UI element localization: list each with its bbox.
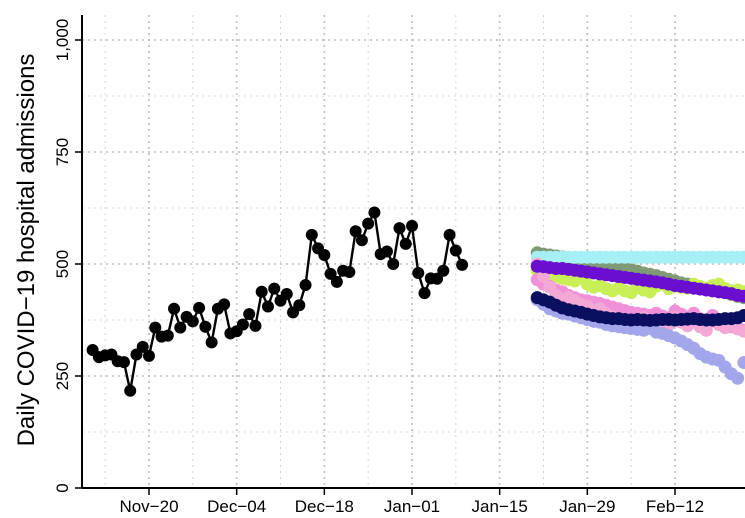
observed-point [255,285,268,298]
observed-point [387,258,400,270]
forecast-series-2 [530,250,745,264]
observed-point [406,219,418,232]
forecast-point [737,289,745,303]
observed-point [117,356,130,369]
forecast-point [737,309,745,323]
observed-point [161,329,174,342]
x-tick-label: Jan−01 [384,497,440,516]
observed-point [149,321,162,334]
observed-point [362,217,375,230]
observed-point [368,206,381,219]
y-axis-title: Daily COVID−19 hospital admissions [13,54,40,447]
observed-point [268,282,281,295]
y-tick-label: 500 [53,250,72,278]
observed-point [318,249,331,262]
observed-point [218,298,231,311]
observed-point [412,266,425,279]
observed-point [236,318,249,331]
observed-point [193,301,206,314]
x-tick-label: Jan−29 [559,497,615,516]
observed-point [143,349,155,362]
observed-point [355,234,368,247]
observed-point [393,222,406,235]
observed-point [380,245,393,258]
forecast-series-7 [530,259,745,303]
y-tick-label: 750 [53,138,72,166]
observed-point [186,315,199,328]
forecast-series-8 [530,291,745,327]
x-tick-label: Jan−15 [472,497,528,516]
observed-point [418,287,431,300]
observed-point [456,258,469,271]
axes [81,15,745,489]
observed-point [343,266,356,279]
observed-point [136,340,149,353]
observed-point [243,308,256,321]
observed-point [399,237,412,250]
x-axis-ticks: Nov−20 Dec−04 Dec−18 Jan−01 Jan−15 Jan−29 Feb−… [119,488,704,516]
observed-point [443,228,456,241]
observed-point [199,320,212,333]
observed-point [280,288,293,301]
observed-point [124,384,137,397]
y-tick-label: 250 [53,362,72,390]
forecast-point [731,371,745,385]
observed-point [437,264,450,277]
observed-point [431,272,444,285]
observed-point [174,321,187,334]
observed-point [305,228,318,241]
forecast-point [737,250,745,264]
observed-point [249,319,262,332]
observed-point [349,225,362,238]
y-tick-label: 1,000 [53,19,72,62]
observed-point [168,302,181,315]
observed-point [330,275,343,288]
forecast-point [737,356,745,370]
x-tick-label: Dec−18 [295,497,354,516]
y-axis-ticks: 0 250 500 750 1,000 [53,19,82,493]
observed-point [205,336,218,349]
observed-point [293,299,306,312]
observed-series-layer [86,206,469,397]
forecast-point [737,324,745,338]
observed-point [261,300,274,313]
forecast-series-layer [530,246,745,385]
observed-point [324,267,337,280]
x-tick-label: Feb−12 [646,497,704,516]
x-tick-label: Dec−04 [207,497,266,516]
observed-point [299,279,312,292]
observed-point [449,244,462,257]
grid [82,15,745,489]
x-tick-label: Nov−20 [119,497,178,516]
y-tick-label: 0 [53,483,72,492]
